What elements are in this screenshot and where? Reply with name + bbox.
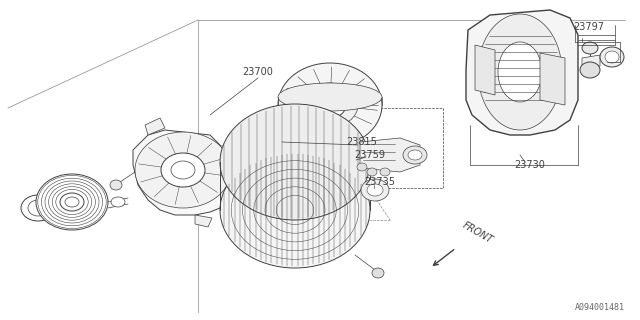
Bar bbox=[355, 108, 443, 188]
Ellipse shape bbox=[357, 163, 367, 171]
Polygon shape bbox=[540, 53, 565, 105]
Polygon shape bbox=[466, 10, 578, 135]
Ellipse shape bbox=[322, 99, 338, 111]
Polygon shape bbox=[475, 45, 495, 95]
Ellipse shape bbox=[380, 168, 390, 176]
Ellipse shape bbox=[264, 143, 286, 161]
Ellipse shape bbox=[220, 104, 370, 220]
Text: 23735: 23735 bbox=[365, 177, 396, 187]
Ellipse shape bbox=[230, 149, 256, 171]
Ellipse shape bbox=[135, 132, 231, 208]
Ellipse shape bbox=[600, 47, 624, 67]
Ellipse shape bbox=[161, 153, 205, 187]
Polygon shape bbox=[582, 55, 600, 68]
Polygon shape bbox=[360, 138, 420, 172]
Text: 23815: 23815 bbox=[347, 137, 378, 147]
Polygon shape bbox=[228, 142, 270, 178]
Ellipse shape bbox=[403, 146, 427, 164]
Ellipse shape bbox=[314, 92, 346, 118]
Ellipse shape bbox=[278, 63, 382, 147]
Ellipse shape bbox=[245, 156, 255, 164]
Text: 23759: 23759 bbox=[355, 150, 385, 160]
Ellipse shape bbox=[60, 193, 84, 211]
Ellipse shape bbox=[236, 154, 250, 166]
Ellipse shape bbox=[269, 147, 281, 157]
Ellipse shape bbox=[21, 195, 55, 221]
Text: 23700: 23700 bbox=[243, 67, 273, 77]
Ellipse shape bbox=[367, 168, 377, 176]
Ellipse shape bbox=[240, 152, 260, 168]
Ellipse shape bbox=[580, 62, 600, 78]
Ellipse shape bbox=[582, 42, 598, 54]
Ellipse shape bbox=[171, 161, 195, 179]
Ellipse shape bbox=[278, 83, 382, 111]
Ellipse shape bbox=[220, 152, 370, 268]
Ellipse shape bbox=[408, 150, 422, 160]
Ellipse shape bbox=[361, 179, 389, 201]
Polygon shape bbox=[133, 130, 225, 215]
Ellipse shape bbox=[367, 184, 383, 196]
Text: A094001481: A094001481 bbox=[575, 303, 625, 312]
Ellipse shape bbox=[478, 14, 562, 130]
Ellipse shape bbox=[28, 200, 48, 216]
Polygon shape bbox=[195, 215, 212, 227]
Text: 23797: 23797 bbox=[573, 22, 605, 32]
Ellipse shape bbox=[264, 121, 300, 149]
Text: 23730: 23730 bbox=[515, 160, 545, 170]
Text: FRONT: FRONT bbox=[461, 220, 495, 245]
Ellipse shape bbox=[36, 174, 108, 230]
Ellipse shape bbox=[605, 51, 619, 63]
Ellipse shape bbox=[111, 197, 125, 207]
Ellipse shape bbox=[271, 126, 293, 144]
Ellipse shape bbox=[110, 180, 122, 190]
Ellipse shape bbox=[65, 197, 79, 207]
Ellipse shape bbox=[302, 83, 358, 127]
Polygon shape bbox=[145, 118, 165, 135]
Ellipse shape bbox=[372, 268, 384, 278]
Ellipse shape bbox=[498, 42, 542, 102]
